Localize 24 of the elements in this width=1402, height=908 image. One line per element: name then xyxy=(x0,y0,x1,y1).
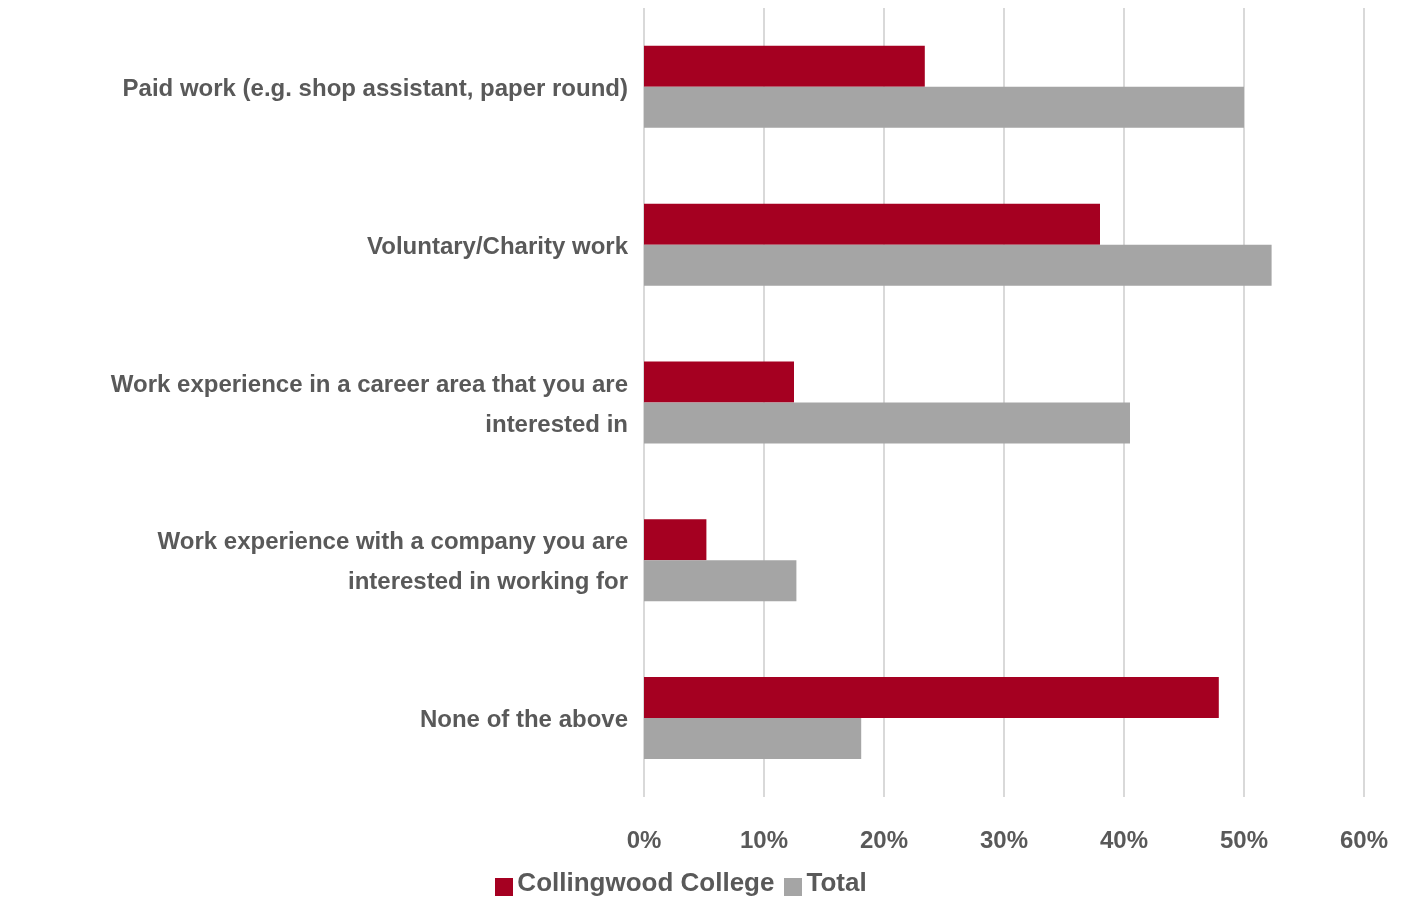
x-tick-label: 40% xyxy=(1099,826,1149,854)
bar xyxy=(644,677,1219,719)
bar xyxy=(644,519,707,561)
y-tick-label: Work experience with a company you are interested in working for xyxy=(157,526,628,594)
y-tick-label: Voluntary/Charity work xyxy=(367,231,629,259)
y-tick-label: None of the above xyxy=(419,704,628,732)
x-tick-label: 10% xyxy=(739,826,789,854)
x-tick-label: 50% xyxy=(1219,826,1269,854)
bar xyxy=(644,86,1244,128)
bar xyxy=(644,203,1100,245)
bar xyxy=(644,402,1130,444)
y-tick-label: Work experience in a career area that you are interested in xyxy=(110,369,628,436)
legend-label: Collingwood College xyxy=(517,867,775,897)
bar xyxy=(644,361,794,403)
x-tick-label: 60% xyxy=(1339,826,1389,854)
bar xyxy=(644,560,797,602)
x-tick-label: 0% xyxy=(626,826,662,854)
y-tick-label: Paid work (e.g. shop assistant, paper round) xyxy=(122,73,628,101)
bar xyxy=(644,45,925,87)
bar xyxy=(644,244,1272,286)
legend-label: Total xyxy=(806,867,867,897)
x-tick-label: 20% xyxy=(859,826,909,854)
bar xyxy=(644,718,862,760)
x-tick-label: 30% xyxy=(979,826,1029,854)
